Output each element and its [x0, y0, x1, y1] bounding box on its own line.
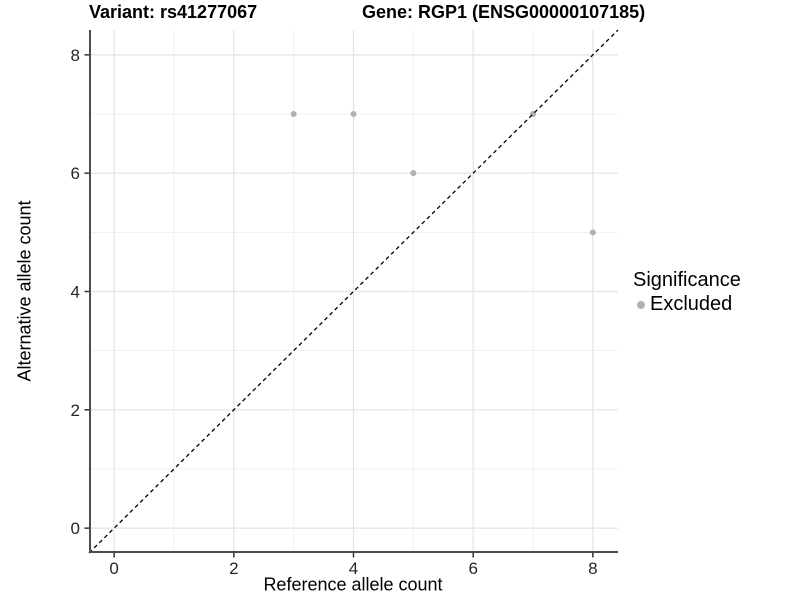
data-point [589, 229, 596, 236]
x-tick-label: 6 [468, 559, 477, 578]
legend-item-label: Excluded [650, 293, 733, 315]
y-axis-title: Alternative allele count [14, 200, 35, 382]
x-tick-label: 0 [109, 559, 118, 578]
data-point [350, 111, 357, 118]
legend: Significance Excluded [633, 269, 741, 316]
plot-title-gene: Gene: RGP1 (ENSG00000107185) [362, 2, 646, 22]
identity-reference-line [88, 29, 619, 554]
excluded-point-icon [637, 300, 645, 309]
x-tick-label: 2 [229, 559, 238, 578]
y-tick-label: 2 [71, 401, 80, 420]
x-axis-title: Reference allele count [263, 574, 443, 595]
y-tick-label: 4 [71, 283, 80, 302]
plot-panel: 0 2 4 6 8 0 2 4 6 8 [71, 29, 619, 578]
legend-title: Significance [633, 269, 741, 291]
x-tick-label: 8 [588, 559, 597, 578]
data-point [410, 170, 417, 177]
y-tick-label: 0 [71, 519, 80, 538]
plot-title-variant: Variant: rs41277067 [89, 2, 258, 22]
y-tick-label: 6 [71, 164, 80, 183]
y-tick-label: 8 [71, 46, 80, 65]
data-point [290, 111, 297, 118]
x-tick-label: 4 [349, 559, 358, 578]
legend-item-excluded: Excluded [637, 293, 741, 316]
